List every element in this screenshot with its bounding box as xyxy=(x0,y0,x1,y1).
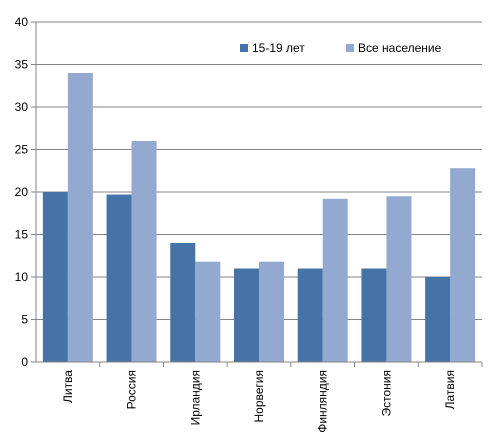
x-tick-label: Литва xyxy=(61,370,75,403)
bar xyxy=(297,268,323,362)
y-axis-ticks: 0 5 10 15 20 25 30 35 40 xyxy=(15,15,29,369)
x-tick-label: Ирландия xyxy=(188,370,202,425)
bar xyxy=(450,168,476,362)
y-tick-label: 10 xyxy=(15,270,29,284)
x-tick-label: Финляндия xyxy=(316,370,330,433)
x-tick-label: Норвегия xyxy=(252,370,266,423)
bar xyxy=(361,268,387,362)
y-tick-label: 15 xyxy=(15,228,29,242)
legend-swatch xyxy=(240,44,248,52)
x-tick-label: Латвия xyxy=(443,370,457,409)
y-tick-label: 35 xyxy=(15,58,29,72)
bar xyxy=(131,141,157,362)
bar xyxy=(67,73,93,362)
bar xyxy=(322,198,348,362)
x-axis-ticks: Литва Россия Ирландия Норвегия Финляндия Эсто… xyxy=(61,370,457,433)
y-tick-label: 30 xyxy=(15,100,29,114)
bar xyxy=(425,277,451,362)
axes xyxy=(31,21,483,367)
bar xyxy=(42,192,68,362)
x-tick-label: Россия xyxy=(125,370,139,409)
legend-label: 15-19 лет xyxy=(252,41,305,55)
y-tick-label: 0 xyxy=(21,355,28,369)
bars xyxy=(42,73,476,362)
bar xyxy=(195,261,221,362)
bar xyxy=(106,194,132,362)
y-tick-label: 5 xyxy=(21,313,28,327)
x-tick-label: Эстония xyxy=(379,370,393,417)
bar xyxy=(386,196,412,362)
y-tick-label: 20 xyxy=(15,185,29,199)
legend: 15-19 лет Все население xyxy=(240,41,442,55)
bar xyxy=(234,268,259,362)
y-tick-label: 25 xyxy=(15,143,29,157)
bar xyxy=(170,243,196,362)
legend-label: Все население xyxy=(358,41,442,55)
bar xyxy=(259,261,284,362)
y-tick-label: 40 xyxy=(15,15,29,29)
legend-swatch xyxy=(346,44,354,52)
